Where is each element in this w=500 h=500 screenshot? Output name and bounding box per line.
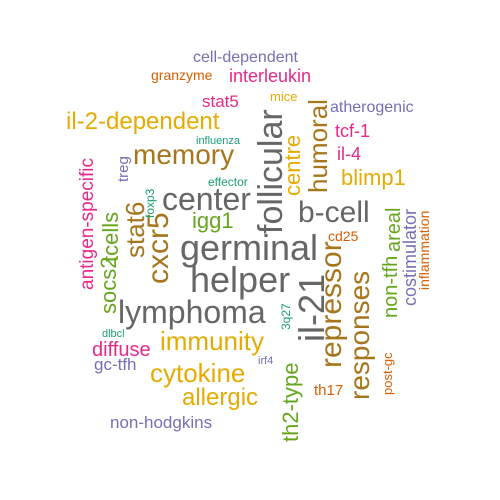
word-tcf-1: tcf-1: [335, 121, 371, 141]
word-non-tfh: non-tfh: [380, 255, 402, 318]
word-granzyme: granzyme: [151, 67, 213, 83]
word-immunity: immunity: [160, 326, 265, 356]
word-3q27: 3q27: [279, 303, 293, 330]
word-igg1: igg1: [192, 208, 234, 233]
word-diffuse: diffuse: [92, 339, 151, 361]
word-b-cell: b-cell: [298, 196, 370, 229]
word-allergic: allergic: [182, 384, 259, 411]
word-irf4: irf4: [258, 355, 274, 367]
word-dlbcl: dlbcl: [102, 328, 125, 340]
word-treg: treg: [115, 156, 132, 182]
word-inflammation: inflammation: [416, 210, 432, 290]
word-humoral: humoral: [303, 99, 333, 193]
word-lymphoma: lymphoma: [118, 294, 266, 330]
word-cd25: cd25: [328, 228, 359, 244]
word-socs2: socs2: [96, 256, 121, 314]
word-stat5: stat5: [202, 92, 239, 111]
word-non-hodgkins: non-hodgkins: [110, 413, 213, 432]
word-cxcr5: cxcr5: [142, 212, 175, 284]
word-atherogenic: atherogenic: [330, 99, 414, 116]
word-foxp3: foxp3: [143, 188, 157, 218]
word-repressor: repressor: [315, 241, 348, 368]
word-memory: memory: [133, 139, 235, 170]
word-mice: mice: [270, 89, 298, 104]
word-antigen-specific: antigen-specific: [77, 157, 98, 290]
word-responses: responses: [344, 270, 375, 400]
word-influenza: influenza: [196, 135, 241, 147]
word-tcells: tcells: [98, 211, 123, 262]
word-gc-tfh: gc-tfh: [94, 355, 137, 374]
word-th2-type: th2-type: [278, 362, 303, 443]
word-center: center: [162, 181, 251, 217]
word-centre: centre: [280, 134, 305, 196]
word-th17: th17: [314, 382, 344, 399]
word-cell-dependent: cell-dependent: [193, 49, 298, 66]
word-il-4: il-4: [337, 144, 362, 164]
word-blimp1: blimp1: [341, 165, 406, 190]
word-il-2-dependent: il-2-dependent: [66, 108, 220, 135]
word-germinal: germinal: [180, 227, 319, 268]
word-effector: effector: [208, 175, 248, 189]
word-cytokine: cytokine: [150, 358, 246, 388]
word-post-gc: post-gc: [380, 352, 395, 395]
word-helper: helper: [190, 259, 291, 300]
word-interleukin: interleukin: [229, 66, 312, 86]
